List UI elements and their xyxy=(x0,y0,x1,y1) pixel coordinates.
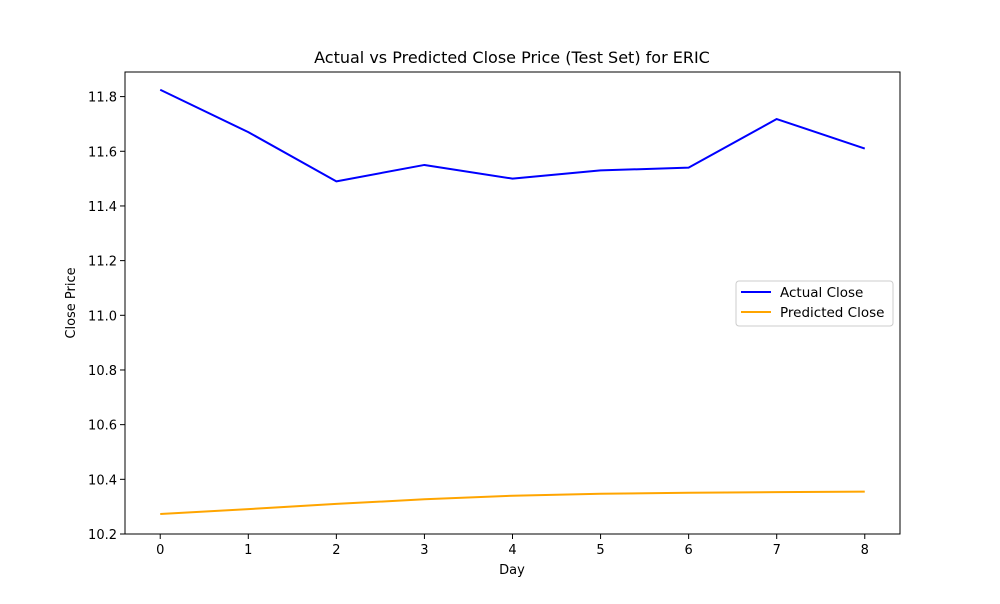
series-line-actual-close xyxy=(159,88,866,183)
x-axis-label: Day xyxy=(499,563,525,578)
plot-series xyxy=(159,88,866,516)
y-tick-label: 11.0 xyxy=(88,309,117,324)
series-line-predicted-close xyxy=(160,490,865,516)
x-tick-label: 1 xyxy=(244,543,252,558)
x-tick-label: 0 xyxy=(156,543,164,558)
y-tick-label: 11.2 xyxy=(88,255,117,270)
y-axis-ticks: 10.2 10.4 10.6 10.8 11.0 11.2 11.4 11.6 11.8 xyxy=(88,91,125,543)
x-tick-label: 6 xyxy=(684,543,692,558)
y-axis-label: Close Price xyxy=(64,267,79,338)
x-axis-ticks: 0 1 2 3 4 5 6 7 8 xyxy=(156,534,869,558)
y-tick-label: 11.4 xyxy=(88,200,117,215)
legend-label-actual-close: Actual Close xyxy=(780,285,863,301)
x-tick-label: 3 xyxy=(420,543,428,558)
x-tick-label: 5 xyxy=(596,543,604,558)
y-tick-label: 11.8 xyxy=(88,91,117,106)
y-tick-label: 11.6 xyxy=(88,145,117,160)
legend-label-predicted-close: Predicted Close xyxy=(780,305,884,321)
x-tick-label: 8 xyxy=(861,543,869,558)
y-tick-label: 10.8 xyxy=(88,364,117,379)
x-tick-label: 2 xyxy=(332,543,340,558)
y-tick-label: 10.4 xyxy=(88,473,117,488)
legend-box xyxy=(735,280,894,327)
legend: Actual Close Predicted Close xyxy=(735,280,894,327)
chart-title: Actual vs Predicted Close Price (Test Se… xyxy=(314,48,710,67)
x-tick-label: 4 xyxy=(508,543,516,558)
y-tick-label: 10.2 xyxy=(88,528,117,543)
x-tick-label: 7 xyxy=(773,543,781,558)
y-tick-label: 10.6 xyxy=(88,419,117,434)
